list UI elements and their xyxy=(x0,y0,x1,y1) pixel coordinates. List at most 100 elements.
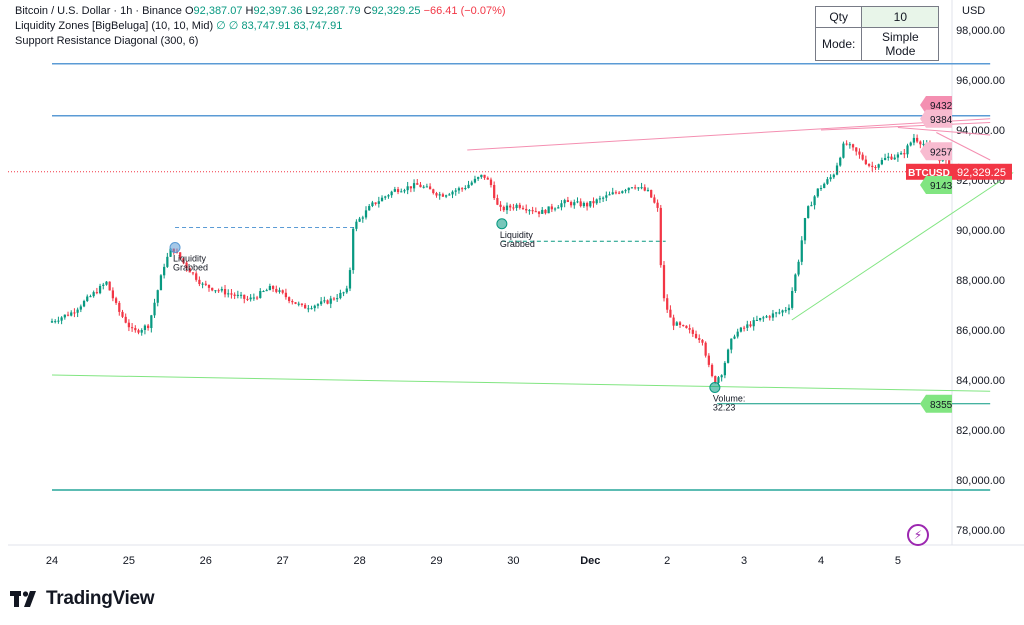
candle-body xyxy=(768,316,771,318)
candle-body xyxy=(653,197,656,203)
candle-body xyxy=(560,203,563,208)
x-tick-label: 2 xyxy=(664,555,670,567)
candle-body xyxy=(307,308,310,310)
indicator-price-tag-bg xyxy=(920,109,952,128)
indicator-price-tag: 8355 xyxy=(930,400,953,411)
candle-body xyxy=(195,273,198,280)
candle-body xyxy=(66,314,70,316)
candle-body xyxy=(858,151,861,155)
candle-body xyxy=(496,198,499,205)
candle-body xyxy=(842,143,845,158)
candle-body xyxy=(390,191,393,196)
candle-body xyxy=(403,190,406,192)
candle-body xyxy=(874,167,877,169)
candle-body xyxy=(374,202,377,204)
candle-body xyxy=(899,153,903,155)
candle-body xyxy=(791,290,794,308)
candle-body xyxy=(553,208,557,210)
y-tick-label: 94,000.00 xyxy=(956,125,1005,137)
candle-body xyxy=(771,313,775,318)
candle-body xyxy=(153,302,156,316)
candle-body xyxy=(752,320,755,327)
candle-body xyxy=(557,207,560,209)
candle-body xyxy=(784,310,787,312)
candle-body xyxy=(512,207,515,209)
candle-body xyxy=(531,210,534,212)
candle-body xyxy=(297,303,300,305)
candle-body xyxy=(502,206,505,211)
candle-body xyxy=(803,218,807,241)
candle-body xyxy=(227,293,230,295)
candle-body xyxy=(871,165,874,168)
candle-body xyxy=(143,325,147,331)
candle-body xyxy=(380,197,384,202)
candle-body xyxy=(861,154,864,160)
candle-body xyxy=(630,187,634,189)
candle-body xyxy=(704,342,707,356)
indicator-price-tag: 9384 xyxy=(930,115,953,126)
indicator-row-2[interactable]: Support Resistance Diagonal (300, 6) xyxy=(15,34,506,49)
candle-body xyxy=(573,202,576,206)
candle-body xyxy=(114,298,118,303)
candle-body xyxy=(444,195,448,197)
candle-body xyxy=(441,194,445,197)
annotation-sublabel: Grabbed xyxy=(500,239,535,249)
candle-body xyxy=(169,248,172,257)
candle-body xyxy=(179,252,182,259)
candle-body xyxy=(473,178,477,183)
candle-body xyxy=(614,192,618,194)
candle-body xyxy=(810,205,813,207)
candle-body xyxy=(589,201,592,207)
candle-body xyxy=(348,270,352,289)
candle-body xyxy=(691,329,694,334)
candle-body xyxy=(428,186,432,190)
indicator-1-values: ∅ ∅ 83,747.91 83,747.91 xyxy=(216,20,343,32)
candle-body xyxy=(182,258,185,263)
candle-body xyxy=(438,194,441,196)
mode-value[interactable]: Simple Mode xyxy=(861,27,940,61)
candle-body xyxy=(621,191,624,194)
candle-body xyxy=(717,377,720,383)
candle-body xyxy=(246,298,249,300)
candle-body xyxy=(419,184,422,188)
candle-body xyxy=(294,302,297,304)
candle-body xyxy=(489,179,493,186)
candle-body xyxy=(342,292,345,294)
candle-body xyxy=(634,187,637,189)
candle-body xyxy=(659,207,662,266)
candle-body xyxy=(720,375,723,378)
indicator-price-tag-bg xyxy=(920,142,952,161)
candle-body xyxy=(57,320,60,322)
lightning-icon[interactable]: ⚡ xyxy=(907,524,929,546)
candle-body xyxy=(214,290,217,292)
indicator-row-1[interactable]: Liquidity Zones [BigBeluga] (10, 10, Mid… xyxy=(15,19,506,34)
candle-body xyxy=(550,206,553,210)
candle-body xyxy=(166,256,169,267)
candle-body xyxy=(730,338,733,350)
candle-body xyxy=(909,142,912,146)
candle-body xyxy=(259,291,262,298)
candle-body xyxy=(425,186,429,188)
low-value: 92,287.79 xyxy=(311,5,361,17)
candle-body xyxy=(102,284,105,286)
currency-label[interactable]: USD xyxy=(962,5,986,17)
qty-value[interactable]: 10 xyxy=(861,6,940,28)
symbol-name[interactable]: Bitcoin / U.S. Dollar · 1h · Binance xyxy=(15,5,182,17)
candle-body xyxy=(669,309,672,318)
candle-body xyxy=(323,300,326,302)
candle-body xyxy=(816,188,819,197)
candle-body xyxy=(707,355,710,365)
candle-body xyxy=(758,317,762,320)
candle-body xyxy=(163,266,166,276)
diagonal-pink-4 xyxy=(936,132,991,161)
candle-body xyxy=(432,189,435,194)
indicator-price-tag: 9257 xyxy=(930,147,953,158)
candle-body xyxy=(400,191,403,193)
annotation-sublabel: Grabbed xyxy=(173,263,208,273)
high-value: 92,397.36 xyxy=(253,5,303,17)
candle-body xyxy=(326,300,329,304)
candle-body xyxy=(736,331,739,337)
y-tick-label: 78,000.00 xyxy=(956,525,1005,537)
candle-body xyxy=(262,291,265,293)
